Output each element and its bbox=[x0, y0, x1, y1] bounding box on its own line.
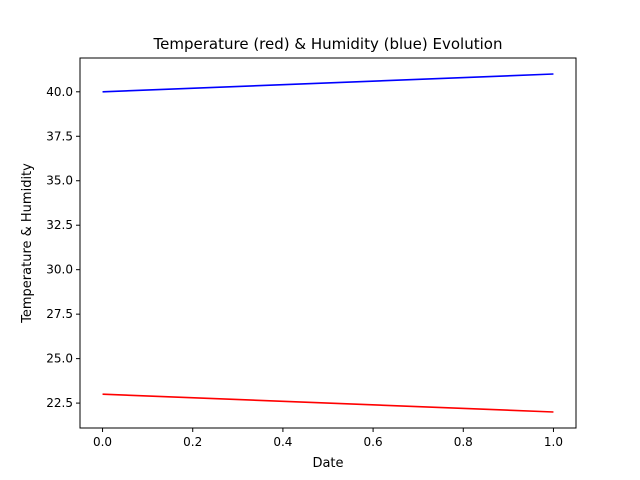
x-tick-label: 0.0 bbox=[93, 435, 112, 449]
y-tick-label: 25.0 bbox=[46, 352, 73, 366]
y-tick-label: 35.0 bbox=[46, 174, 73, 188]
series-line-0 bbox=[102, 73, 554, 93]
y-tick-label: 22.5 bbox=[46, 396, 73, 410]
x-axis-label: Date bbox=[312, 456, 343, 471]
x-tick-label: 0.4 bbox=[273, 435, 292, 449]
series-line-1 bbox=[102, 393, 554, 413]
y-tick-label: 30.0 bbox=[46, 263, 73, 277]
y-tick-label: 32.5 bbox=[46, 218, 73, 232]
y-tick-label: 27.5 bbox=[46, 307, 73, 321]
y-tick-label: 37.5 bbox=[46, 129, 73, 143]
x-tick-label: 0.8 bbox=[454, 435, 473, 449]
plot-area bbox=[80, 58, 576, 428]
x-tick-label: 1.0 bbox=[544, 435, 563, 449]
x-axis-ticks: 0.0 0.2 0.4 0.6 0.8 1.0 bbox=[93, 428, 563, 449]
y-axis-label: Temperature & Humidity bbox=[20, 163, 35, 324]
chart-title: Temperature (red) & Humidity (blue) Evol… bbox=[153, 35, 503, 53]
y-axis-ticks: 22.5 25.0 27.5 30.0 32.5 35.0 37.5 40.0 bbox=[46, 85, 80, 410]
x-tick-label: 0.6 bbox=[364, 435, 383, 449]
axes-frame bbox=[79, 57, 577, 429]
x-tick-label: 0.2 bbox=[183, 435, 202, 449]
series-layer bbox=[102, 73, 554, 413]
y-tick-label: 40.0 bbox=[46, 85, 73, 99]
